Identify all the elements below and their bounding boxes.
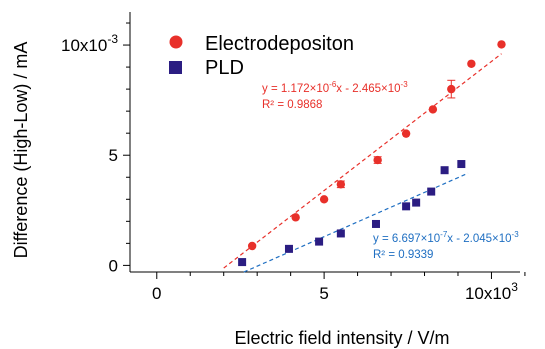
point-electrodeposition-3 bbox=[336, 180, 346, 189]
fit-annotation-electrodeposition: y = 1.172×10-6x - 2.465×10-3 R² = 0.9868 bbox=[262, 80, 408, 111]
legend-label-pld: PLD bbox=[205, 57, 244, 79]
point-pld-9 bbox=[457, 160, 466, 169]
y-tick-label-2: 10x10-3 bbox=[61, 32, 118, 55]
axes: 0 5 10x103 0 5 10x10-3 bbox=[61, 12, 526, 303]
point-pld-8 bbox=[440, 166, 449, 175]
point-electrodeposition-5 bbox=[401, 129, 411, 138]
fit-r2-electrodeposition: R² = 0.9868 bbox=[262, 99, 322, 111]
fit-equation-electrodeposition: y = 1.172×10-6x - 2.465×10-3 bbox=[262, 80, 408, 95]
x-tick-label-1: 5 bbox=[319, 284, 328, 303]
point-pld-1 bbox=[284, 244, 293, 253]
x-tick-label-exponent-2: 3 bbox=[511, 280, 518, 294]
data-points bbox=[238, 40, 506, 267]
legend: Electrodepositon PLD bbox=[169, 33, 354, 79]
fit-r2-pld: R² = 0.9339 bbox=[373, 249, 433, 261]
point-pld-4 bbox=[371, 219, 380, 228]
legend-marker-electrodeposition bbox=[169, 35, 183, 49]
point-pld-7 bbox=[427, 187, 436, 196]
point-electrodeposition-4 bbox=[373, 155, 382, 165]
point-pld-0 bbox=[238, 258, 247, 267]
legend-label-electrodeposition: Electrodepositon bbox=[205, 33, 354, 55]
x-tick-label-2: 10x103 bbox=[465, 280, 518, 303]
point-electrodeposition-6 bbox=[428, 105, 438, 114]
y-axis-title: Difference (High-Low) / mA bbox=[11, 42, 31, 259]
point-electrodeposition-8 bbox=[467, 59, 476, 68]
y-tick-label-exponent-2: -3 bbox=[107, 32, 118, 46]
point-electrodeposition-7 bbox=[447, 84, 456, 94]
legend-marker-pld bbox=[169, 61, 182, 74]
point-electrodeposition-2 bbox=[319, 195, 329, 204]
x-axis-title: Electric field intensity / V/m bbox=[234, 328, 449, 348]
point-pld-6 bbox=[412, 198, 421, 207]
fit-annotation-pld: y = 6.697×10-7x - 2.045×10-3 R² = 0.9339 bbox=[373, 230, 519, 261]
point-electrodeposition-9 bbox=[497, 40, 506, 49]
point-electrodeposition-1 bbox=[291, 213, 300, 222]
point-pld-2 bbox=[315, 237, 324, 246]
x-tick-label-0: 0 bbox=[152, 284, 161, 303]
point-pld-3 bbox=[336, 229, 345, 238]
fit-equation-pld: y = 6.697×10-7x - 2.045×10-3 bbox=[373, 230, 519, 245]
fit-line-electrodeposition bbox=[223, 53, 502, 269]
y-tick-label-1: 5 bbox=[109, 146, 118, 165]
point-electrodeposition-0 bbox=[247, 241, 257, 251]
point-pld-5 bbox=[402, 202, 411, 211]
y-tick-label-0: 0 bbox=[109, 256, 118, 275]
